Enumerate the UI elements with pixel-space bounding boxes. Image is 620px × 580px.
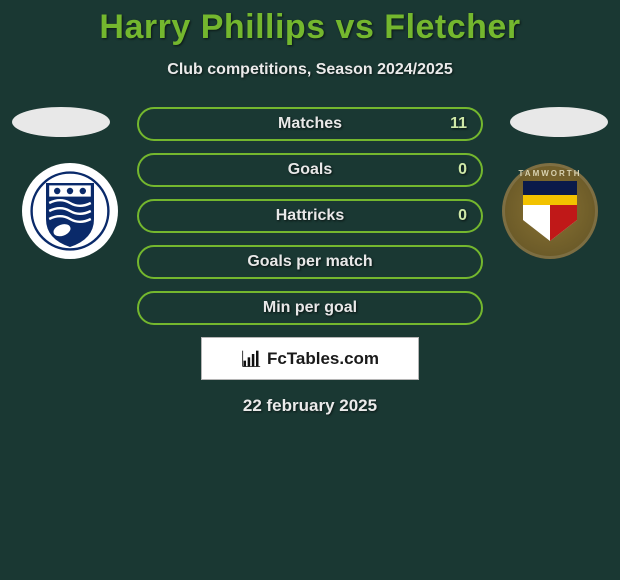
- stat-label: Hattricks: [276, 207, 344, 225]
- stats-bars: Matches 11 Goals 0 Hattricks 0 Goals per…: [137, 107, 483, 325]
- comparison-layout: TAMWORTH Matches 11 Goals 0 Hattricks 0 …: [0, 107, 620, 416]
- stat-value: 11: [450, 115, 467, 133]
- player-photo-placeholder-left: [12, 107, 110, 137]
- stat-row: Goals 0: [137, 153, 483, 187]
- club-crest-right: TAMWORTH: [502, 163, 598, 259]
- player-photo-placeholder-right: [510, 107, 608, 137]
- brand-attribution: FcTables.com: [201, 337, 419, 380]
- stat-value: 0: [458, 161, 467, 179]
- stat-label: Matches: [278, 115, 342, 133]
- stat-label: Goals: [288, 161, 332, 179]
- stat-label: Min per goal: [263, 299, 357, 317]
- stat-row: Matches 11: [137, 107, 483, 141]
- southend-united-icon: [30, 171, 110, 251]
- brand-text: FcTables.com: [267, 349, 379, 369]
- bar-chart-icon: [241, 349, 261, 369]
- stat-row: Hattricks 0: [137, 199, 483, 233]
- stat-row: Min per goal: [137, 291, 483, 325]
- crest-arc-text: TAMWORTH: [502, 169, 598, 178]
- club-crest-left: [22, 163, 118, 259]
- tamworth-shield-icon: [523, 181, 577, 241]
- date-text: 22 february 2025: [0, 396, 620, 416]
- subtitle: Club competitions, Season 2024/2025: [0, 61, 620, 79]
- stat-row: Goals per match: [137, 245, 483, 279]
- page-title: Harry Phillips vs Fletcher: [0, 0, 620, 47]
- stat-value: 0: [458, 207, 467, 225]
- stat-label: Goals per match: [247, 253, 372, 271]
